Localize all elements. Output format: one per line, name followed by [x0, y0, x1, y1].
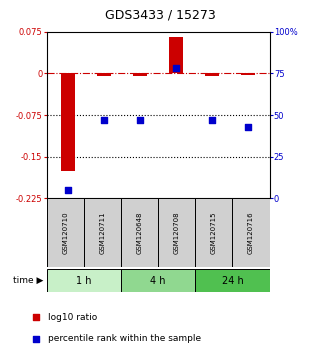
Text: GSM120710: GSM120710 [62, 211, 68, 254]
Text: 4 h: 4 h [150, 275, 166, 286]
Point [33, 336, 38, 342]
Bar [61, 74, 75, 171]
Bar [84, 198, 121, 267]
Bar [47, 198, 84, 267]
Bar [169, 38, 183, 74]
Point [101, 117, 107, 123]
Bar [97, 74, 111, 76]
Text: percentile rank within the sample: percentile rank within the sample [48, 335, 202, 343]
Text: GSM120708: GSM120708 [174, 211, 180, 254]
Bar [121, 198, 158, 267]
Text: 24 h: 24 h [221, 275, 243, 286]
Bar [158, 198, 195, 267]
Bar [205, 74, 219, 76]
Text: GSM120648: GSM120648 [136, 211, 143, 254]
Text: GSM120711: GSM120711 [99, 211, 105, 254]
Point [65, 187, 71, 193]
Text: 1 h: 1 h [76, 275, 91, 286]
Bar [232, 198, 270, 267]
Bar [195, 198, 232, 267]
Point [174, 65, 179, 71]
Text: GSM120716: GSM120716 [248, 211, 254, 254]
Point [210, 117, 215, 123]
Text: GSM120715: GSM120715 [211, 211, 217, 254]
Point [246, 124, 251, 130]
Text: GDS3433 / 15273: GDS3433 / 15273 [105, 9, 216, 22]
Bar [133, 74, 147, 76]
Text: log10 ratio: log10 ratio [48, 313, 98, 322]
Bar [47, 269, 121, 292]
Bar [195, 269, 270, 292]
Text: time ▶: time ▶ [13, 276, 43, 285]
Point [33, 314, 38, 320]
Bar [121, 269, 195, 292]
Point [137, 117, 143, 123]
Bar [241, 74, 255, 75]
